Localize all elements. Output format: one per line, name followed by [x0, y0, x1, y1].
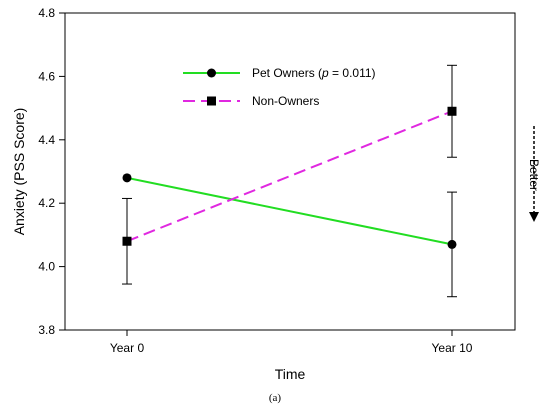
legend-label-suffix: = 0.011)	[329, 66, 376, 80]
y-tick-label: 4.8	[38, 6, 55, 20]
x-tick-label: Year 10	[432, 341, 473, 355]
y-axis-title: Anxiety (PSS Score)	[11, 108, 27, 236]
x-tick-label: Year 0	[110, 341, 145, 355]
y-tick-label: 4.6	[38, 69, 55, 83]
better-annotation: Better	[516, 120, 550, 230]
legend-label-prefix: Pet Owners (	[252, 66, 322, 80]
x-axis-title: Time	[275, 366, 306, 382]
series-line	[126, 110, 453, 243]
y-tick-label: 4.2	[38, 196, 55, 210]
figure-caption: (a)	[268, 392, 282, 404]
better-label: Better	[527, 158, 541, 192]
series-non-owners	[122, 64, 457, 285]
legend-label-italic: p	[321, 66, 329, 80]
legend-entry: Pet Owners (p = 0.011)	[183, 66, 376, 80]
y-tick-label: 4.0	[38, 260, 55, 274]
data-point	[122, 236, 132, 246]
legend-marker	[207, 68, 216, 78]
legend-entry: Non-Owners	[183, 94, 319, 108]
better-arrow	[529, 126, 539, 222]
series-pet-owners	[122, 173, 457, 298]
series-line	[126, 176, 453, 246]
legend-label: Pet Owners (p = 0.011)	[252, 66, 376, 80]
data-point	[122, 173, 132, 183]
legend-label: Non-Owners	[252, 94, 319, 108]
data-point	[447, 239, 457, 249]
y-tick-label: 3.8	[38, 323, 55, 337]
chart-marks	[122, 64, 457, 298]
legend: Pet Owners (p = 0.011) Non-Owners	[183, 66, 376, 108]
y-tick-label: 4.4	[38, 133, 55, 147]
axes: 3.8 4.0 4.2 4.4 4.6 4.8 Year 0 Year 10 Time Anxie…	[11, 6, 516, 382]
legend-marker	[207, 96, 216, 106]
plot-frame	[64, 12, 516, 331]
data-point	[447, 106, 457, 116]
